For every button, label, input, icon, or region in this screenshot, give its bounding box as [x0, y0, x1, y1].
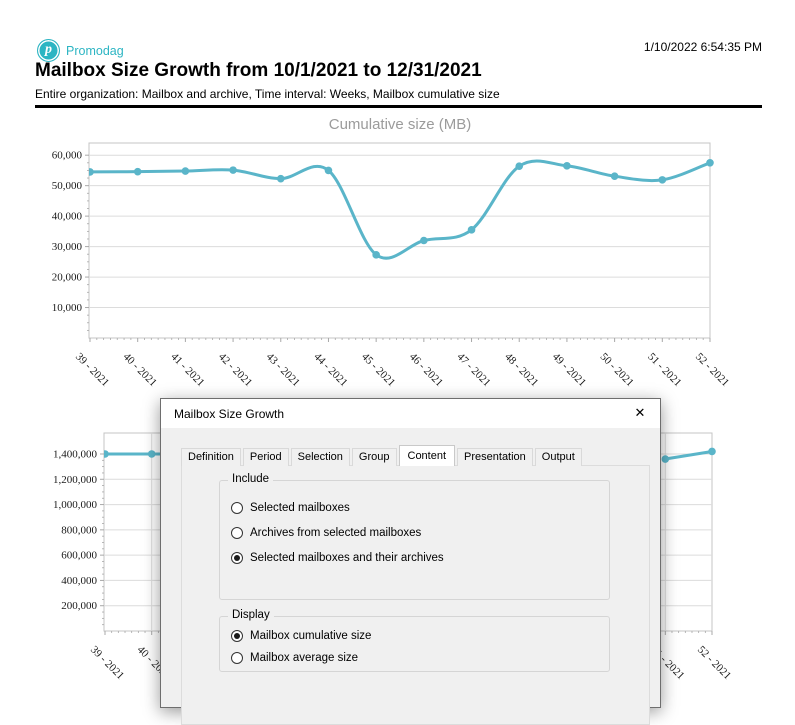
x-axis-label: 52 - 2021	[693, 351, 731, 389]
radio-selected-icon[interactable]	[231, 630, 243, 642]
data-point	[324, 166, 333, 175]
y-axis-label: 200,000	[61, 600, 97, 612]
groupbox-include: Include Selected mailboxes Archives from s…	[219, 473, 610, 600]
y-axis-label: 1,000,000	[53, 499, 98, 511]
groupbox-display: Display Mailbox cumulative size Mailbox av…	[219, 609, 610, 672]
tab-definition[interactable]: Definition	[181, 448, 241, 466]
tab-selection[interactable]: Selection	[290, 448, 350, 466]
header-rule	[35, 105, 762, 108]
y-axis-label: 30,000	[52, 241, 83, 253]
promodag-logo-icon: p	[37, 39, 60, 62]
dialog-titlebar[interactable]: Mailbox Size Growth ✕	[161, 399, 660, 428]
data-point	[372, 251, 380, 259]
radio-label: Selected mailboxes and their archives	[250, 551, 444, 564]
plot-border	[88, 142, 711, 339]
close-icon[interactable]: ✕	[634, 405, 646, 420]
data-point	[563, 162, 571, 170]
data-point	[147, 450, 156, 458]
y-axis-label: 20,000	[52, 272, 83, 284]
brand-name: Promodag	[66, 43, 124, 58]
data-point	[133, 167, 142, 176]
y-axis-label: 40,000	[52, 211, 83, 223]
groupbox-label: Include	[228, 473, 274, 485]
series-line	[663, 450, 714, 461]
mailbox-size-growth-dialog: Mailbox Size Growth ✕ Definition Period Se…	[160, 398, 661, 725]
radio-unselected-icon[interactable]	[231, 652, 243, 664]
content-tab-page: Include Selected mailboxes Archives from s…	[181, 465, 650, 725]
x-axis-label: 45 - 2021	[359, 351, 397, 389]
y-axis-label: 50,000	[52, 180, 83, 192]
tab-period[interactable]: Period	[242, 448, 289, 466]
radio-option[interactable]: Archives from selected mailboxes	[220, 520, 609, 545]
data-point	[515, 162, 524, 170]
data-point	[610, 172, 619, 181]
y-axis-label: 1,200,000	[53, 474, 98, 486]
dialog-title: Mailbox Size Growth	[174, 406, 285, 421]
data-point	[104, 450, 109, 458]
x-axis-label: 40 - 2021	[121, 351, 159, 389]
data-point	[181, 167, 190, 175]
y-axis-label: 1,400,000	[53, 448, 98, 460]
x-axis-label: 48 - 2021	[502, 351, 540, 389]
data-point	[420, 236, 428, 245]
y-axis-label: 400,000	[61, 575, 97, 587]
y-axis-label: 600,000	[61, 550, 97, 562]
radio-option[interactable]: Selected mailboxes	[220, 495, 609, 520]
x-axis-label: 47 - 2021	[455, 351, 493, 389]
radio-label: Mailbox cumulative size	[250, 630, 372, 642]
data-point	[276, 174, 285, 183]
radio-unselected-icon[interactable]	[231, 526, 243, 539]
radio-label: Archives from selected mailboxes	[250, 526, 422, 539]
groupbox-label: Display	[228, 609, 274, 621]
data-point	[89, 168, 94, 176]
data-point	[229, 166, 237, 174]
report-subtitle: Entire organization: Mailbox and archive…	[35, 87, 500, 101]
x-axis-label: 39 - 2021	[88, 644, 126, 682]
radio-unselected-icon[interactable]	[231, 501, 243, 514]
cumulative-size-chart: Cumulative size (MB) 10,000 20,000 30,000 40…	[52, 116, 732, 389]
report-title: Mailbox Size Growth from 10/1/2021 to 12…	[35, 60, 482, 81]
data-point	[658, 176, 667, 184]
x-axis-label: 41 - 2021	[168, 351, 206, 389]
x-axis-label: 49 - 2021	[550, 351, 588, 389]
x-axis-label: 50 - 2021	[598, 351, 636, 389]
series-line	[89, 159, 712, 260]
data-point	[467, 226, 476, 234]
x-axis-label: 51 - 2021	[645, 351, 683, 389]
y-axis-label: 800,000	[61, 524, 97, 536]
x-axis-label: 39 - 2021	[73, 351, 111, 389]
report-datetime: 1/10/2022 6:54:35 PM	[643, 40, 762, 54]
data-series	[89, 159, 714, 260]
tab-content[interactable]: Content	[398, 445, 456, 466]
radio-label: Mailbox average size	[250, 652, 359, 664]
data-point	[706, 159, 714, 167]
tab-strip: Definition Period Selection Group Content Pre…	[181, 445, 660, 466]
x-axis-label: 42 - 2021	[216, 351, 254, 389]
radio-option[interactable]: Mailbox cumulative size	[220, 625, 609, 647]
data-point	[661, 455, 670, 463]
chart-title: Cumulative size (MB)	[329, 116, 472, 133]
x-axis-label: 46 - 2021	[407, 351, 445, 389]
x-axis-label: 44 - 2021	[311, 351, 349, 389]
radio-label: Selected mailboxes	[250, 501, 350, 514]
radio-selected-icon[interactable]	[231, 551, 243, 564]
data-point	[708, 447, 716, 456]
radio-option[interactable]: Selected mailboxes and their archives	[220, 545, 609, 570]
radio-option[interactable]: Mailbox average size	[220, 647, 609, 669]
tab-output[interactable]: Output	[534, 448, 582, 466]
tab-group[interactable]: Group	[351, 448, 397, 466]
y-axis-label: 10,000	[52, 302, 83, 314]
brand: p Promodag	[37, 39, 124, 62]
x-axis-label: 43 - 2021	[264, 351, 302, 389]
x-axis-label: 52 - 2021	[695, 644, 733, 682]
tab-presentation[interactable]: Presentation	[457, 448, 533, 466]
y-axis-label: 60,000	[52, 150, 83, 162]
